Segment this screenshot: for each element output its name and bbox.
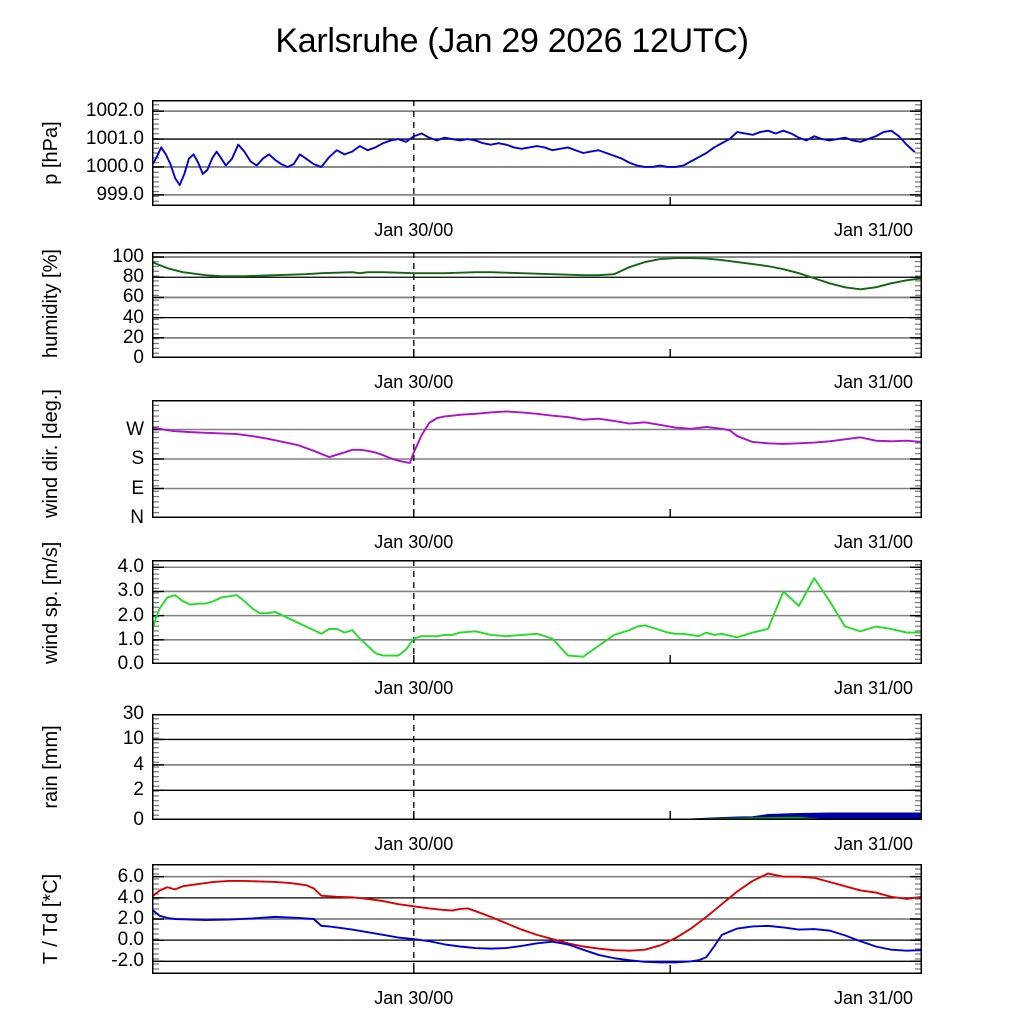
y-tick-label: -2.0 <box>111 950 144 972</box>
y-tick-label: 0 <box>133 809 144 830</box>
y-tick-label: 20 <box>122 326 144 348</box>
x-tick-label: Jan 31/00 <box>834 532 914 552</box>
y-tick-label: 0.0 <box>117 929 144 951</box>
plot-area-pressure <box>152 100 922 206</box>
x-tick-label: Jan 30/00 <box>374 988 454 1008</box>
y-tick-label: 2 <box>133 779 144 801</box>
y-tick-label: 3.0 <box>117 580 144 602</box>
y-tick-label: 100 <box>112 246 144 268</box>
x-tick-label: Jan 30/00 <box>374 220 454 240</box>
x-tick-label: Jan 31/00 <box>834 834 914 854</box>
y-tick-label: 10 <box>122 728 144 750</box>
y-tick-label: 80 <box>122 266 144 288</box>
plot-area-rain <box>152 714 922 820</box>
x-tick-label: Jan 30/00 <box>374 834 454 854</box>
y-tick-label: 1002.0 <box>85 100 144 122</box>
y-tick-label: S <box>131 448 144 469</box>
y-tick-label: 1.0 <box>117 628 144 650</box>
y-tick-label: 4 <box>133 753 144 775</box>
y-tick-label: 2.0 <box>117 604 144 626</box>
y-tick-label: E <box>131 477 144 499</box>
y-tick-label: 60 <box>122 286 144 308</box>
y-tick-label: 0.0 <box>117 653 144 674</box>
plot-area-temperature <box>152 864 922 974</box>
y-tick-label: N <box>130 507 144 528</box>
x-tick-label: Jan 30/00 <box>374 678 454 698</box>
y-tick-label: 1001.0 <box>85 128 144 150</box>
y-tick-label: 30 <box>122 703 144 724</box>
y-ticks-wind_speed: 4.0 3.0 2.0 1.0 0.0 <box>58 556 144 673</box>
page-title: Karlsruhe (Jan 29 2026 12UTC) <box>275 22 749 60</box>
x-tick-label: Jan 31/00 <box>834 372 914 392</box>
y-tick-label: 4.0 <box>117 556 144 578</box>
x-tick-label: Jan 31/00 <box>834 678 914 698</box>
plot-area-humidity <box>152 252 922 358</box>
y-tick-label: 999.0 <box>96 183 144 205</box>
y-tick-label: 4.0 <box>117 886 144 908</box>
y-ticks-temperature: 6.0 4.0 2.0 0.0 -2.0 <box>58 864 144 974</box>
y-ticks-rain: 30 10 4 2 0 <box>58 704 144 829</box>
y-tick-label: 1000.0 <box>85 155 144 177</box>
y-tick-label: 40 <box>122 306 144 328</box>
plot-area-wind_dir <box>152 400 922 518</box>
x-tick-label: Jan 30/00 <box>374 372 454 392</box>
plot-area-wind_speed <box>152 560 922 664</box>
x-tick-label: Jan 30/00 <box>374 532 454 552</box>
x-tick-label: Jan 31/00 <box>834 220 914 240</box>
x-tick-label: Jan 31/00 <box>834 988 914 1008</box>
y-tick-label: 2.0 <box>117 908 144 929</box>
y-tick-label: 0 <box>133 347 144 368</box>
y-ticks-pressure: 1002.0 1001.0 1000.0 999.0 <box>58 100 144 206</box>
y-tick-label: W <box>126 418 144 440</box>
y-ticks-humidity: 100 80 60 40 20 0 <box>58 247 144 367</box>
y-tick-label: 6.0 <box>117 865 144 887</box>
